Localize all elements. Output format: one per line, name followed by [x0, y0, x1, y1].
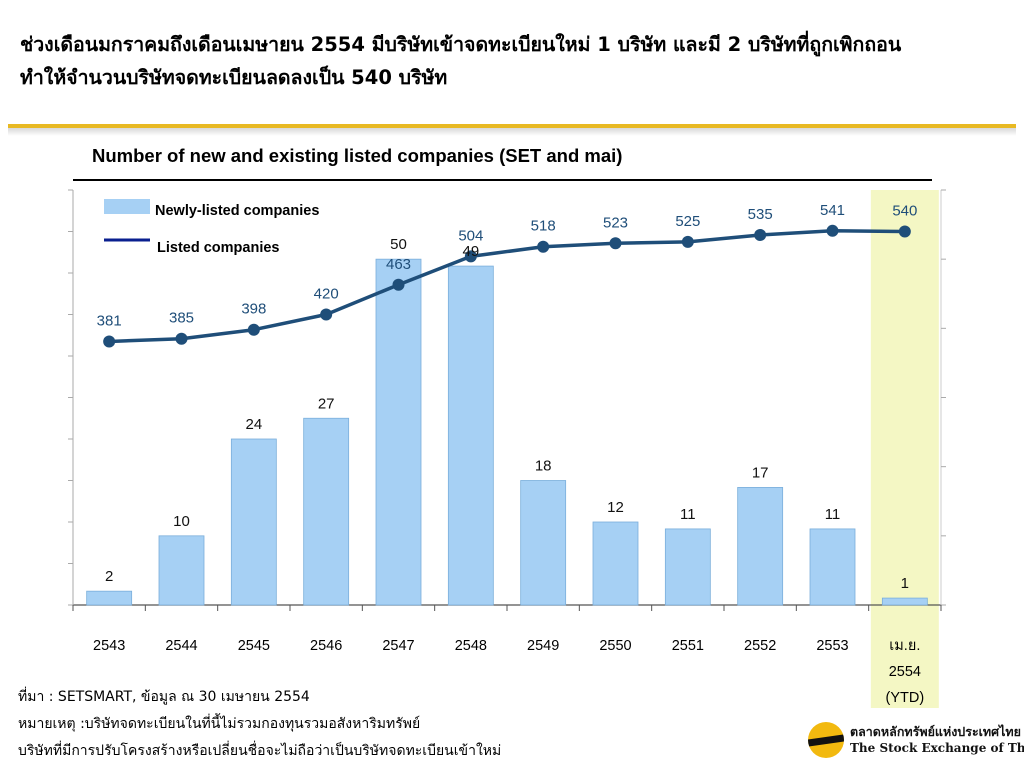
bar-value-label: 11 — [680, 506, 696, 523]
line-value-label: 540 — [892, 203, 917, 220]
x-tick-label: เม.ย. — [889, 638, 920, 654]
line-value-label: 535 — [748, 206, 773, 223]
bar-newly-listed — [520, 480, 567, 606]
x-tick-label: 2554 — [889, 664, 921, 680]
bar-newly-listed — [158, 535, 205, 606]
x-tick-label: 2549 — [527, 638, 559, 654]
line-value-label: 385 — [169, 310, 194, 327]
x-tick-label: 2551 — [672, 638, 704, 654]
x-tick-label: 2547 — [382, 638, 414, 654]
x-tick-label: 2550 — [599, 638, 631, 654]
logo-name-th: ตลาดหลักทรัพย์แห่งประเทศไทย — [850, 724, 1021, 739]
line-value-label: 381 — [97, 312, 122, 329]
bar-value-label: 10 — [173, 513, 190, 530]
bar-newly-listed — [303, 417, 350, 606]
bar-newly-listed — [881, 597, 928, 606]
bar-value-label: 17 — [752, 464, 769, 481]
point-listed-companies — [392, 278, 405, 291]
bar-newly-listed — [447, 265, 494, 606]
set-logo-icon — [808, 722, 844, 758]
headline-line2: ทำให้จำนวนบริษัทจดทะเบียนลดลงเป็น 540 บร… — [20, 66, 448, 89]
headline-line1-accent: มีบริษัทเข้าจดทะเบียนใหม่ 1 บริษัท และมี… — [371, 33, 902, 56]
bar-newly-listed — [809, 528, 856, 606]
bar-newly-listed — [86, 590, 133, 606]
point-listed-companies — [320, 308, 333, 321]
bar-value-label: 12 — [607, 499, 624, 516]
bar-value-label: 49 — [462, 243, 479, 260]
point-listed-companies — [681, 235, 694, 248]
line-value-label: 525 — [675, 213, 700, 230]
legend-label-listed: Listed companies — [157, 240, 279, 256]
ytd-highlight-band — [870, 190, 939, 708]
point-listed-companies — [175, 332, 188, 345]
x-tick-label: 2544 — [165, 638, 197, 654]
point-listed-companies — [537, 240, 550, 253]
line-value-label: 398 — [241, 301, 266, 318]
legend-swatch-newly-listed — [104, 199, 150, 214]
line-value-label: 504 — [458, 227, 483, 244]
footnote-note2: บริษัทที่มีการปรับโครงสร้างหรือเปลี่ยนชื… — [18, 743, 502, 759]
point-listed-companies — [609, 237, 622, 250]
x-tick-label: 2546 — [310, 638, 342, 654]
bar-newly-listed — [375, 258, 422, 606]
bar-value-label: 2 — [105, 568, 113, 585]
footnote-source: ที่มา : SETSMART, ข้อมูล ณ 30 เมษายน 255… — [18, 689, 310, 705]
bar-value-label: 18 — [535, 458, 552, 475]
point-listed-companies — [898, 225, 911, 238]
line-value-label: 523 — [603, 214, 628, 231]
bar-value-label: 1 — [901, 575, 909, 592]
point-listed-companies — [103, 335, 116, 348]
bar-newly-listed — [737, 487, 784, 606]
point-listed-companies — [826, 224, 839, 237]
line-value-label: 518 — [531, 218, 556, 235]
line-value-label: 463 — [386, 256, 411, 273]
chart-title: Number of new and existing listed compan… — [92, 145, 622, 166]
line-value-label: 420 — [314, 286, 339, 303]
point-listed-companies — [464, 250, 477, 263]
bar-value-label: 24 — [245, 416, 262, 433]
line-value-label: 541 — [820, 202, 845, 219]
x-tick-label: 2553 — [816, 638, 848, 654]
footnote-note1: หมายเหตุ :บริษัทจดทะเบียนในที่นี้ไม่รวมก… — [18, 716, 421, 732]
set-logo: ตลาดหลักทรัพย์แห่งประเทศไทย The Stock Ex… — [808, 719, 1024, 761]
bar-newly-listed — [230, 438, 277, 606]
x-tick-label: 2543 — [93, 638, 125, 654]
headline: ช่วงเดือนมกราคมถึงเดือนเมษายน 2554 มีบริ… — [20, 28, 1010, 94]
bar-newly-listed — [592, 521, 639, 606]
x-tick-label: (YTD) — [885, 690, 924, 706]
bar-newly-listed — [664, 528, 711, 606]
line-listed-companies — [109, 229, 905, 344]
headline-line1-plain: ช่วงเดือนมกราคมถึงเดือนเมษายน 2554 — [20, 33, 372, 56]
gold-divider — [8, 124, 1016, 128]
x-tick-label: 2552 — [744, 638, 776, 654]
bar-value-label: 50 — [390, 236, 407, 253]
divider-shadow — [8, 128, 1016, 136]
x-tick-label: 2545 — [238, 638, 270, 654]
bar-value-label: 27 — [318, 395, 335, 412]
point-listed-companies — [754, 228, 767, 241]
logo-name-en: The Stock Exchange of Thailand — [850, 741, 1024, 755]
bar-value-label: 11 — [825, 506, 841, 523]
x-tick-label: 2548 — [455, 638, 487, 654]
legend-label-newly-listed: Newly-listed companies — [155, 203, 319, 219]
point-listed-companies — [247, 323, 260, 336]
